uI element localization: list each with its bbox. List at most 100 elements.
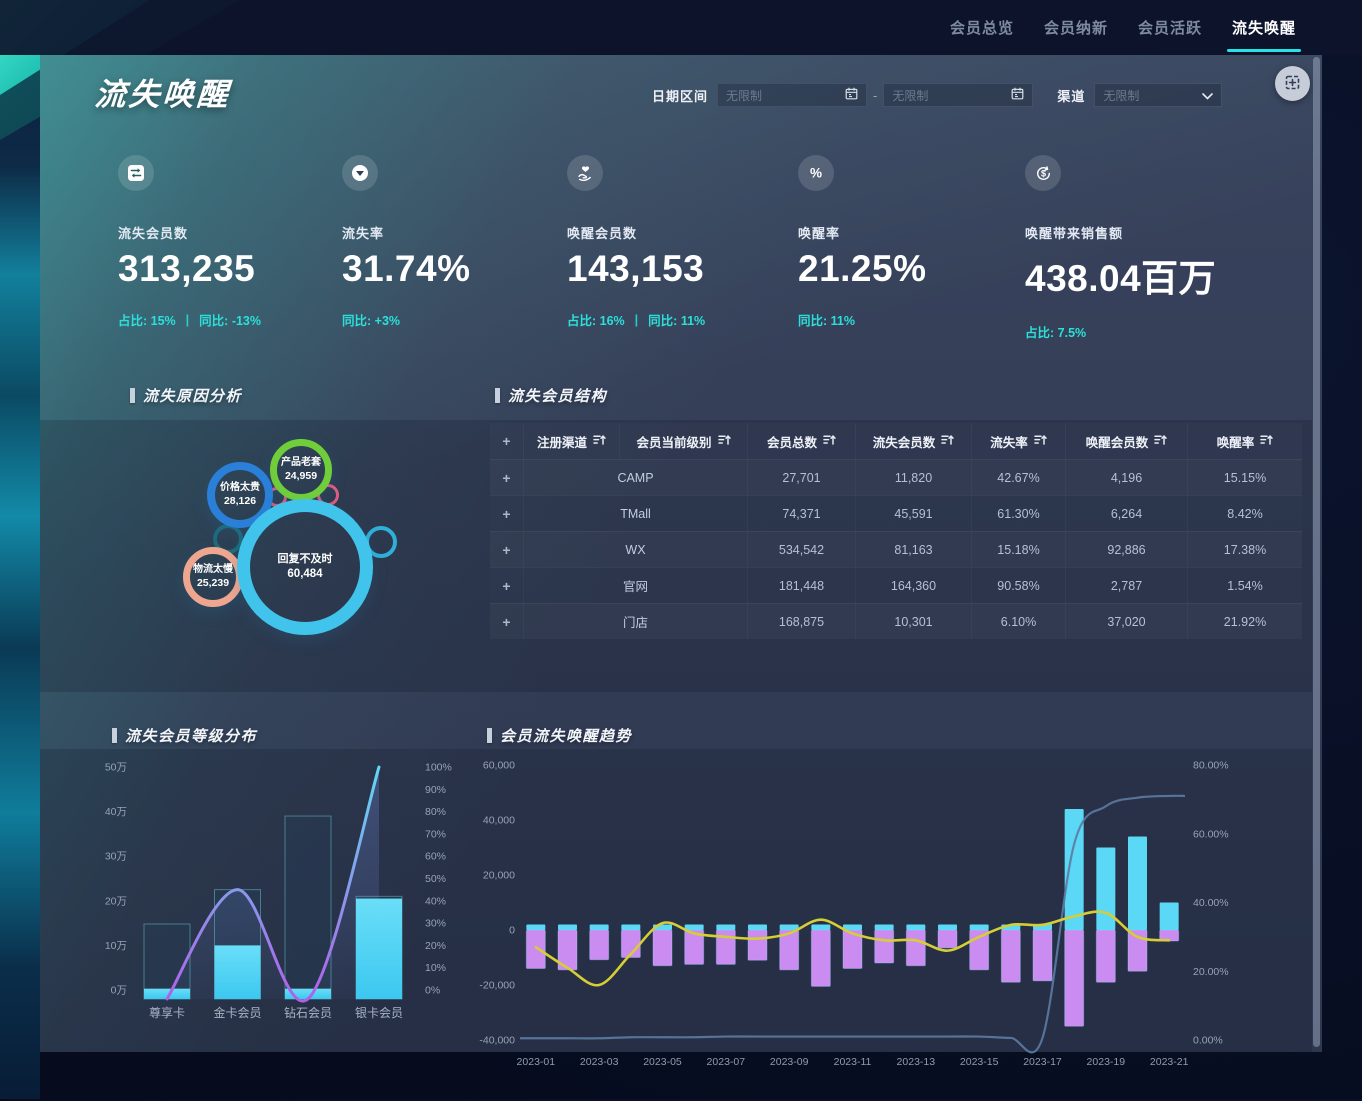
reason-bubble[interactable]: 产品老套 24,959: [270, 439, 332, 501]
title-accent-bar: [495, 388, 500, 403]
nav-tab-4[interactable]: 流失唤醒: [1226, 17, 1302, 52]
svg-text:30万: 30万: [105, 851, 127, 863]
svg-text:20,000: 20,000: [483, 870, 515, 882]
section-title-level-dist: 流失会员等级分布: [112, 725, 257, 746]
svg-text:2023-11: 2023-11: [834, 1056, 872, 1068]
bubble-label: 产品老套: [281, 457, 321, 469]
churn-reasons-bubble-chart: 产品老套 24,959 物流太慢 25,239 价格太贵 28,126 回复不及时 60,48…: [100, 415, 500, 710]
channel-label: 渠道: [1057, 88, 1086, 104]
svg-text:50%: 50%: [425, 873, 446, 885]
kpi-stats: 占比: 16% | 同比: 11%: [567, 310, 782, 329]
bubble-label: 物流太慢: [193, 564, 233, 576]
column-header-5[interactable]: 流失率: [972, 423, 1066, 459]
date-to-input[interactable]: 无限制: [883, 83, 1034, 107]
scrollbar[interactable]: [1313, 57, 1320, 1047]
expand-all-button[interactable]: +: [490, 423, 524, 459]
section-title-churn-reasons: 流失原因分析: [130, 385, 242, 406]
expand-row-button[interactable]: +: [490, 568, 524, 603]
value-cell: 37,020: [1066, 604, 1188, 639]
svg-text:0%: 0%: [425, 985, 440, 997]
svg-text:30%: 30%: [425, 918, 446, 930]
svg-text:40.00%: 40.00%: [1193, 897, 1229, 909]
nav-tab-1[interactable]: 会员总览: [949, 20, 1014, 37]
value-cell: 168,875: [748, 604, 856, 639]
svg-text:金卡会员: 金卡会员: [213, 1005, 261, 1020]
table-row: + CAMP 27,701 11,820 42.67% 4,196 15.15%: [490, 459, 1302, 495]
sort-icon[interactable]: [1260, 434, 1273, 449]
sort-icon[interactable]: [823, 434, 836, 449]
expand-row-button[interactable]: +: [490, 496, 524, 531]
value-cell: 90.58%: [972, 568, 1066, 603]
kpi-stat: 同比: 11%: [648, 314, 706, 328]
background-left-stripe: [0, 0, 40, 1099]
kpi-card-5: $ 唤醒带来销售额 438.04百万 占比: 7.5%: [1025, 155, 1240, 341]
kpi-card-4: % 唤醒率 21.25% 同比: 11%: [798, 155, 1013, 329]
value-cell: 1.54%: [1227, 578, 1263, 593]
svg-text:2023-01: 2023-01: [517, 1056, 556, 1068]
level-distribution-chart: 0万 10万 20万 30万 40万 50万 0% 10% 20% 30% 40% 50% 60% 70%…: [105, 762, 452, 1021]
svg-text:尊享卡: 尊享卡: [149, 1005, 185, 1020]
kpi-value: 143,153: [567, 248, 705, 289]
svg-text:-20,000: -20,000: [479, 980, 515, 992]
svg-text:2023-19: 2023-19: [1087, 1056, 1126, 1068]
channel-select[interactable]: 无限制: [1094, 83, 1223, 107]
bubble-value: 60,484: [287, 567, 323, 580]
sort-icon[interactable]: [593, 434, 606, 449]
column-header-7[interactable]: 唤醒率: [1188, 423, 1302, 459]
expand-row-button[interactable]: +: [490, 604, 524, 639]
svg-text:0.00%: 0.00%: [1193, 1035, 1223, 1047]
nav-tab-3[interactable]: 会员活跃: [1137, 20, 1202, 37]
reason-bubble[interactable]: 价格太贵 28,126: [207, 462, 273, 528]
table-row: + TMall 74,371 45,591 61.30% 6,264 8.42%: [490, 495, 1302, 531]
channel-cell: TMall: [524, 496, 748, 531]
kpi-stat: 同比: +3%: [342, 314, 401, 328]
table-header-row: + 注册渠道 会员当前级别 会员总数 流失会员数 流失率 唤醒会员数 唤醒率: [490, 423, 1302, 459]
reason-bubble[interactable]: 物流太慢 25,239: [183, 547, 243, 607]
svg-text:20.00%: 20.00%: [1193, 966, 1229, 978]
grid-plus-button[interactable]: [1275, 66, 1310, 101]
channel-cell: 门店: [524, 604, 748, 639]
svg-text:80.00%: 80.00%: [1193, 760, 1229, 772]
title-accent-bar: [112, 728, 117, 743]
column-header-3[interactable]: 会员总数: [748, 423, 856, 459]
svg-text:40%: 40%: [425, 895, 446, 907]
kpi-stats: 占比: 7.5%: [1025, 322, 1240, 341]
value-cell: 21.92%: [1223, 614, 1267, 629]
sort-icon[interactable]: [717, 434, 731, 449]
bubble-value: 28,126: [223, 494, 257, 507]
value-cell: 11,820: [856, 460, 972, 495]
stat-separator: |: [634, 312, 639, 327]
kpi-label: 流失率: [342, 226, 385, 241]
svg-text:2023-09: 2023-09: [770, 1056, 809, 1068]
sort-icon[interactable]: [941, 434, 954, 449]
svg-text:银卡会员: 银卡会员: [355, 1006, 403, 1020]
nav-tab-2[interactable]: 会员纳新: [1043, 20, 1108, 37]
expand-row-button[interactable]: +: [490, 460, 524, 495]
date-from-input[interactable]: 无限制: [717, 83, 868, 107]
date-range-label: 日期区间: [652, 88, 709, 104]
svg-text:%: %: [810, 166, 822, 181]
value-cell: 45,591: [856, 496, 972, 531]
svg-text:10%: 10%: [425, 962, 446, 974]
section-title-trend: 会员流失唤醒趋势: [487, 725, 632, 746]
svg-text:40,000: 40,000: [483, 815, 515, 827]
kpi-value: 313,235: [118, 248, 256, 289]
column-header-1[interactable]: 注册渠道: [524, 423, 620, 459]
sort-icon[interactable]: [1154, 434, 1167, 449]
svg-text:0: 0: [509, 925, 515, 937]
value-cell: 10,301: [856, 604, 972, 639]
svg-text:40万: 40万: [105, 806, 127, 818]
column-header-2[interactable]: 会员当前级别: [620, 423, 748, 459]
expand-row-button[interactable]: +: [490, 532, 524, 567]
svg-text:$: $: [1040, 168, 1045, 178]
percent-icon: %: [798, 155, 834, 191]
svg-text:钻石会员: 钻石会员: [284, 1005, 332, 1020]
column-header-6[interactable]: 唤醒会员数: [1066, 423, 1188, 459]
kpi-stat: 占比: 16%: [567, 314, 625, 328]
sort-icon[interactable]: [1034, 434, 1047, 449]
table-row: + WX 534,542 81,163 15.18% 92,886 17.38%: [490, 531, 1302, 567]
kpi-stats: 同比: 11%: [798, 310, 1013, 329]
column-header-4[interactable]: 流失会员数: [856, 423, 972, 459]
reason-bubble[interactable]: 回复不及时 60,484: [237, 499, 373, 635]
value-cell: 27,701: [748, 460, 856, 495]
